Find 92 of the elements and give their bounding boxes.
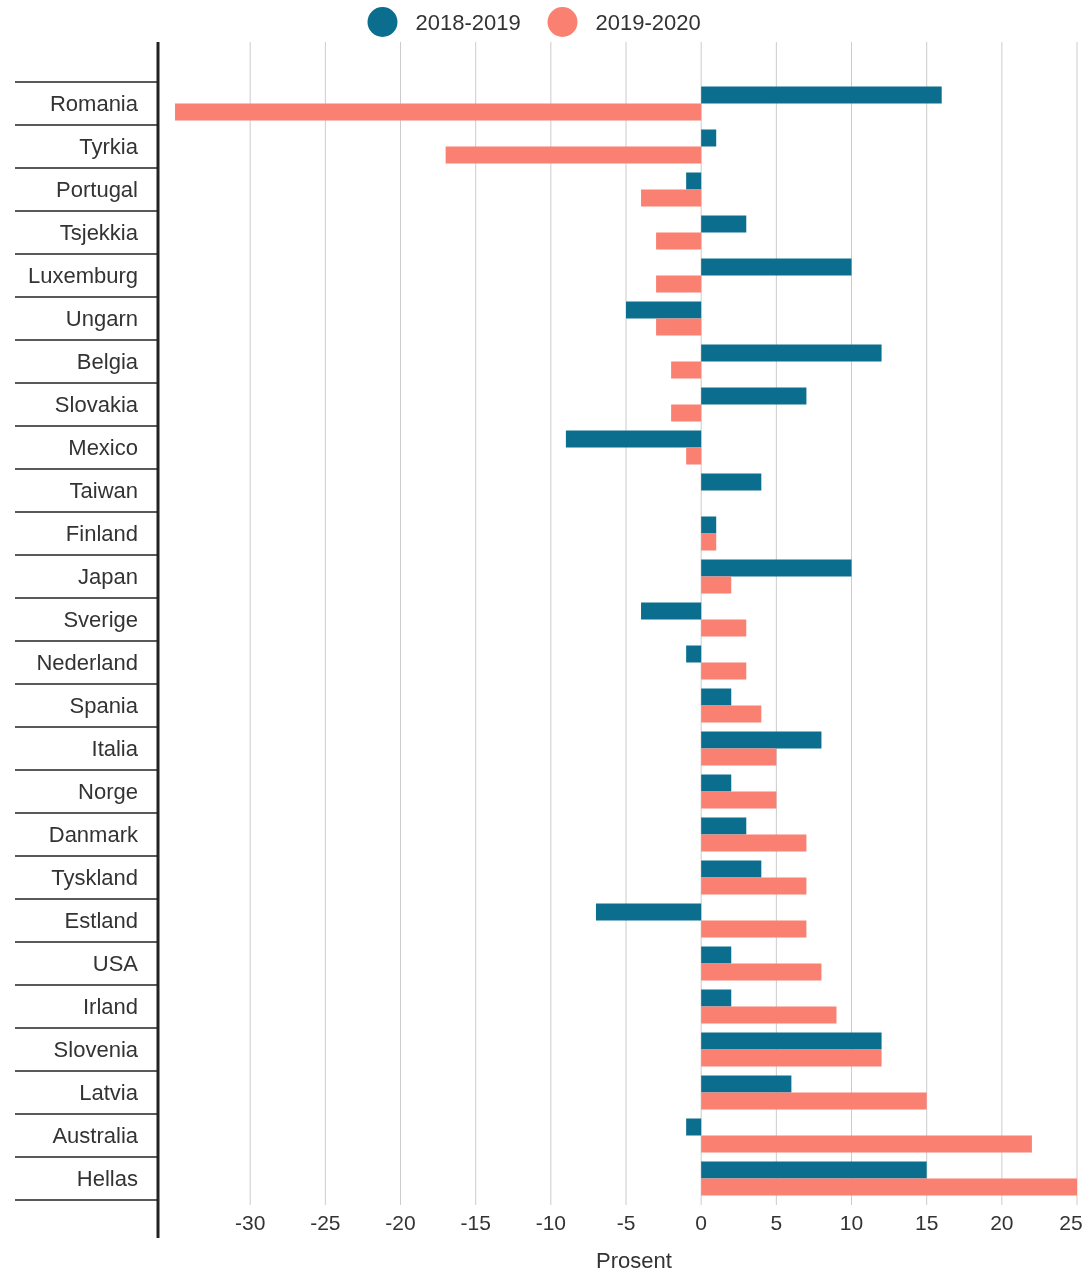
bar xyxy=(701,774,732,792)
y-tick-label: Spania xyxy=(69,693,139,718)
bar xyxy=(701,946,732,964)
bar xyxy=(671,404,702,422)
bar xyxy=(701,387,807,405)
bar xyxy=(445,146,702,164)
y-tick-label: Japan xyxy=(78,564,138,589)
bar xyxy=(701,748,777,766)
bar xyxy=(686,172,702,190)
bar xyxy=(701,533,717,551)
y-tick-label: Tyrkia xyxy=(79,134,139,159)
bar xyxy=(701,1049,882,1067)
y-tick-label: Mexico xyxy=(68,435,138,460)
bar xyxy=(701,860,762,878)
bar xyxy=(565,430,702,448)
y-tick-label: Romania xyxy=(49,91,139,116)
bar xyxy=(701,1178,1077,1196)
y-tick-label: Ungarn xyxy=(65,306,138,331)
bar xyxy=(701,705,762,723)
bar xyxy=(701,834,807,852)
x-tick-label: 0 xyxy=(695,1211,708,1234)
bar xyxy=(641,189,702,207)
x-tick-label: 25 xyxy=(1059,1211,1083,1234)
x-tick-label: -15 xyxy=(460,1211,491,1234)
x-tick-label: 5 xyxy=(770,1211,783,1234)
y-tick-label: Tyskland xyxy=(51,865,138,890)
x-tick-label: -5 xyxy=(616,1211,636,1234)
y-tick-label: Nederland xyxy=(36,650,138,675)
y-tick-label: Tsjekkia xyxy=(59,220,139,245)
y-tick-label: Finland xyxy=(65,521,138,546)
y-tick-label: Italia xyxy=(91,736,139,761)
bar xyxy=(701,129,717,147)
bar xyxy=(701,559,852,577)
bar xyxy=(656,318,702,336)
bar xyxy=(175,103,702,121)
bar xyxy=(701,258,852,276)
x-tick-label: -10 xyxy=(535,1211,567,1234)
bar xyxy=(701,817,747,835)
y-tick-label: Norge xyxy=(78,779,138,804)
y-tick-label: Sverige xyxy=(63,607,138,632)
x-tick-label: 20 xyxy=(990,1211,1014,1234)
x-tick-label: 10 xyxy=(839,1211,864,1234)
bar xyxy=(701,1135,1032,1153)
bar xyxy=(701,1032,882,1050)
legend-label: 2018-2019 xyxy=(415,9,521,35)
y-tick-label: USA xyxy=(92,951,139,976)
bar xyxy=(701,473,762,491)
bar xyxy=(595,903,702,921)
x-tick-label: -25 xyxy=(310,1211,341,1234)
bar xyxy=(656,232,702,250)
bar xyxy=(701,791,777,809)
y-tick-label: Australia xyxy=(52,1123,139,1148)
bar xyxy=(671,361,702,379)
bar xyxy=(701,86,942,104)
y-tick-label: Slovenia xyxy=(53,1037,139,1062)
bar xyxy=(641,602,702,620)
bar xyxy=(701,1006,837,1024)
y-tick-label: Hellas xyxy=(76,1166,138,1191)
bar xyxy=(701,1075,792,1093)
y-tick-label: Belgia xyxy=(76,349,139,374)
bar xyxy=(701,688,732,706)
bar xyxy=(701,989,732,1007)
bar xyxy=(626,301,702,319)
legend-label: 2019-2020 xyxy=(595,9,701,35)
bar xyxy=(701,215,747,233)
x-axis-title: Prosent xyxy=(596,1248,672,1273)
bar xyxy=(701,1161,927,1179)
y-tick-label: Danmark xyxy=(48,822,139,847)
bar xyxy=(701,877,807,895)
y-tick-label: Latvia xyxy=(79,1080,139,1105)
bar xyxy=(701,731,822,749)
bar xyxy=(701,619,747,637)
bar xyxy=(701,662,747,680)
bar xyxy=(701,963,822,981)
y-tick-label: Estland xyxy=(64,908,138,933)
bar xyxy=(701,576,732,594)
bar xyxy=(656,275,702,293)
bar xyxy=(686,1118,702,1136)
y-tick-label: Taiwan xyxy=(69,478,138,503)
bar xyxy=(686,447,702,465)
bar xyxy=(701,344,882,362)
y-tick-label: Irland xyxy=(82,994,138,1019)
x-tick-label: 15 xyxy=(914,1211,939,1234)
y-tick-label: Slovakia xyxy=(54,392,139,417)
x-tick-label: -30 xyxy=(235,1211,266,1234)
bar xyxy=(701,516,717,534)
bar xyxy=(686,645,702,663)
y-tick-label: Portugal xyxy=(56,177,138,202)
bar xyxy=(701,1092,927,1110)
bar xyxy=(701,920,807,938)
x-tick-label: -20 xyxy=(385,1211,416,1234)
y-tick-label: Luxemburg xyxy=(27,263,138,288)
